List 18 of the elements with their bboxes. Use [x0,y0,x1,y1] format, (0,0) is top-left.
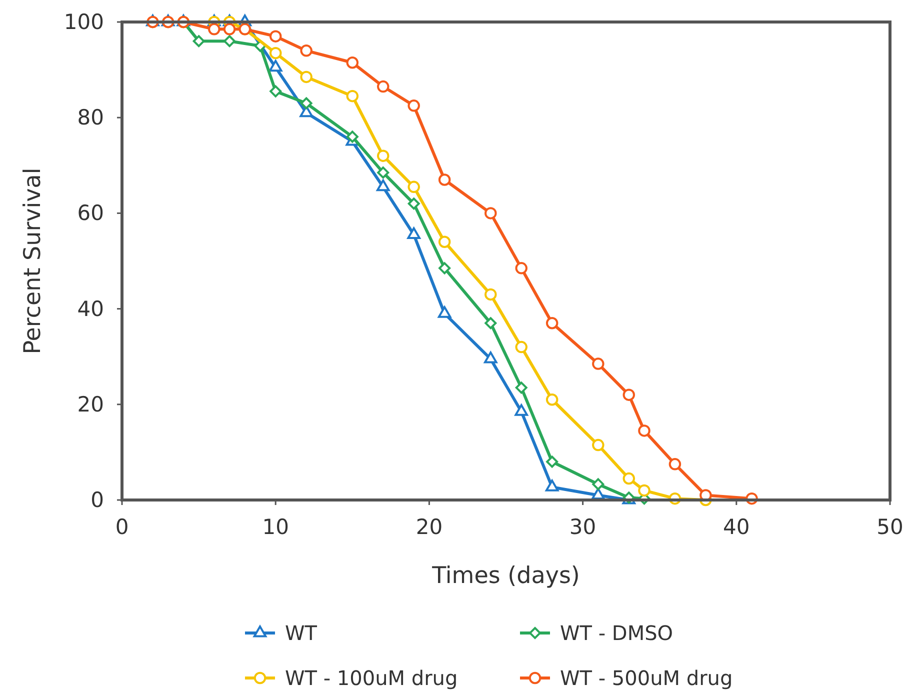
x-tick-label: 20 [416,515,443,539]
x-axis-title: Times (days) [431,563,580,589]
x-tick-label: 50 [876,515,904,539]
legend-label: WT - DMSO [560,621,674,645]
x-tick-label: 40 [723,515,750,539]
x-tick-label: 30 [569,515,596,539]
legend-label: WT - 100uM drug [285,666,458,690]
x-tick-label: 10 [262,515,289,539]
y-tick-label: 80 [77,106,104,130]
legend-label: WT - 500uM drug [560,666,733,690]
y-tick-label: 60 [77,201,104,226]
y-tick-label: 0 [90,488,104,512]
y-axis-title: Percent Survival [20,168,46,354]
y-tick-label: 20 [77,392,104,416]
x-tick-label: 0 [115,515,129,539]
legend-label: WT [285,621,318,645]
y-tick-label: 100 [64,10,104,34]
y-tick-label: 40 [77,296,104,321]
